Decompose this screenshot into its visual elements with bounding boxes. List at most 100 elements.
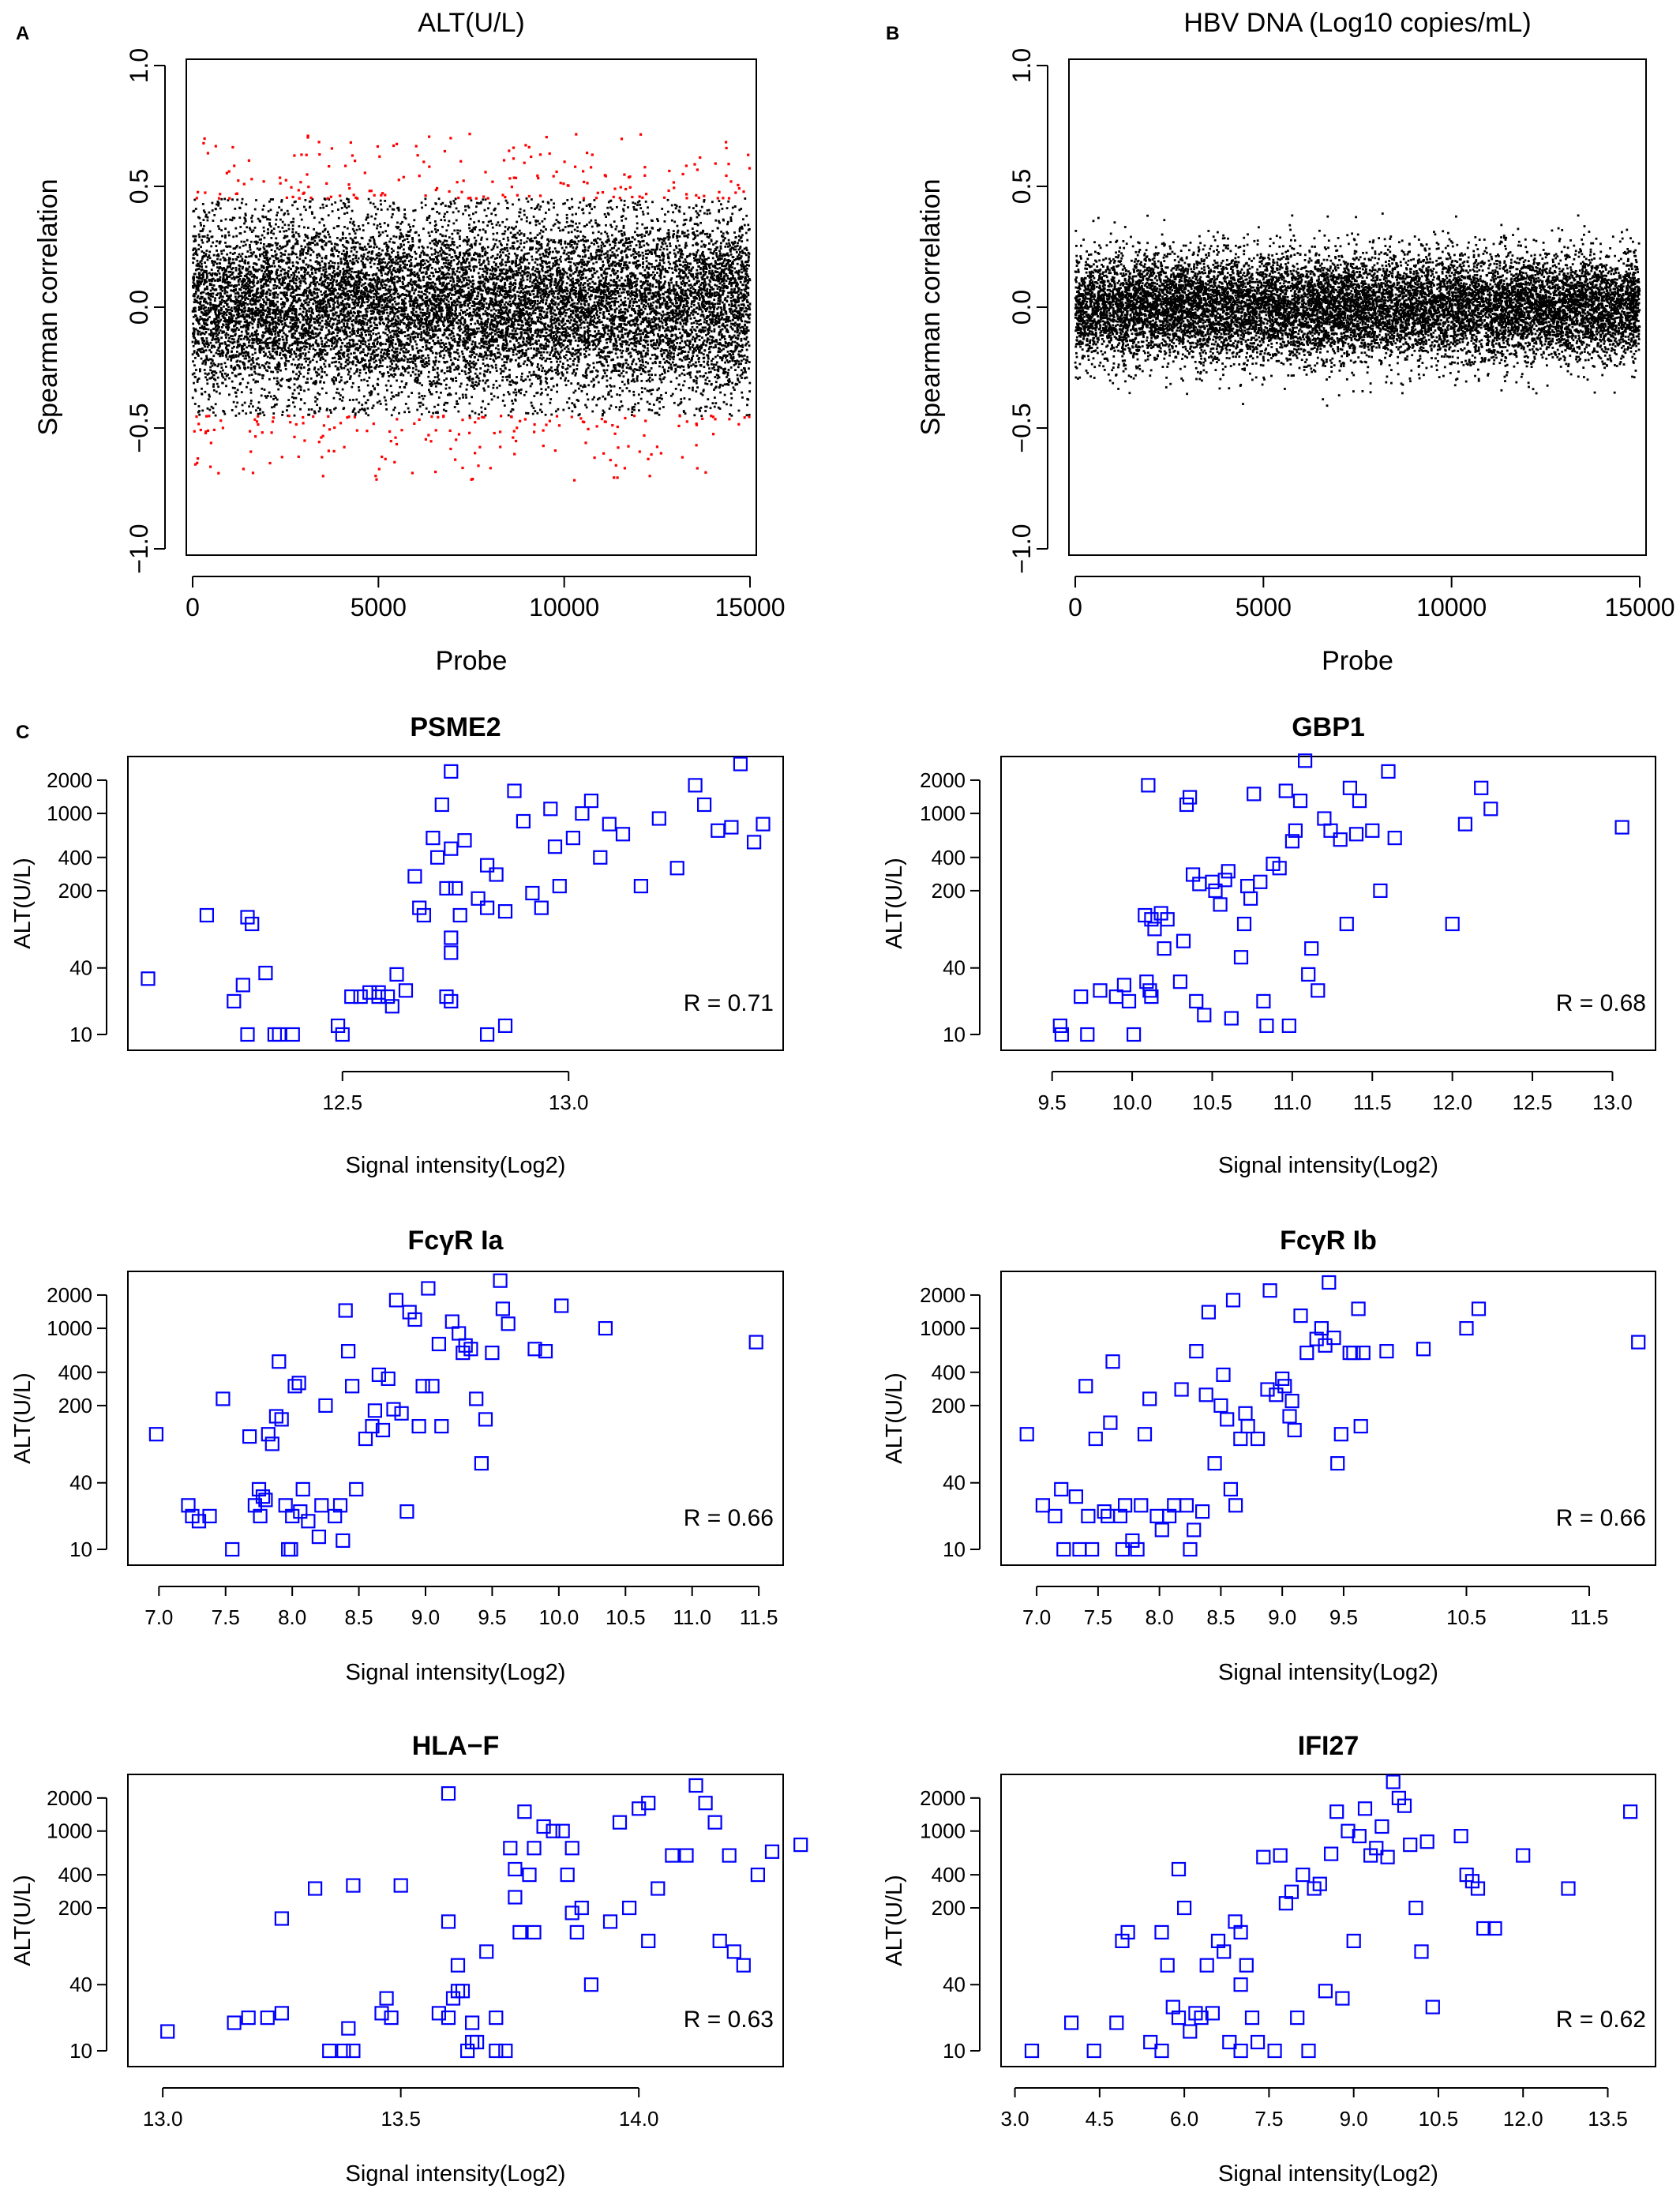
probe-point	[719, 252, 722, 255]
probe-point	[534, 276, 538, 279]
probe-point	[715, 361, 718, 364]
probe-point	[540, 403, 542, 406]
probe-point	[674, 345, 677, 348]
probe-point	[317, 314, 321, 317]
probe-point	[739, 326, 741, 329]
probe-point	[699, 272, 702, 274]
probe-point	[649, 305, 652, 307]
probe-point	[478, 220, 480, 223]
probe-point	[396, 323, 399, 325]
probe-point	[606, 255, 609, 258]
probe-point	[519, 350, 523, 353]
probe-point	[746, 404, 748, 407]
probe-point	[487, 403, 490, 406]
probe-point	[633, 334, 636, 337]
probe-point	[729, 366, 733, 369]
probe-point	[706, 212, 709, 216]
probe-point	[711, 257, 714, 260]
probe-point	[406, 238, 409, 240]
probe-point	[328, 322, 331, 325]
probe-point	[542, 356, 545, 359]
probe-point	[540, 229, 542, 232]
probe-point	[734, 369, 737, 371]
probe-point	[349, 310, 352, 313]
probe-point	[741, 349, 744, 351]
probe-point	[566, 371, 568, 374]
probe-point	[240, 286, 243, 289]
probe-point	[347, 353, 350, 356]
probe-point	[495, 357, 497, 360]
probe-point	[512, 391, 516, 394]
probe-point	[215, 316, 218, 319]
probe-point	[606, 361, 608, 363]
probe-point	[493, 325, 496, 329]
probe-point	[213, 346, 216, 348]
probe-point	[730, 342, 733, 345]
probe-point	[300, 328, 303, 330]
probe-point	[271, 254, 273, 257]
probe-point	[497, 309, 501, 312]
probe-point	[249, 411, 252, 414]
probe-point	[431, 258, 434, 261]
probe-point	[738, 287, 741, 290]
probe-point	[204, 361, 207, 364]
probe-point	[290, 253, 293, 256]
probe-point	[699, 323, 703, 325]
probe-point	[661, 287, 664, 290]
probe-point	[647, 344, 649, 346]
probe-point	[744, 231, 748, 235]
probe-point	[618, 312, 621, 314]
probe-point	[286, 350, 289, 352]
probe-point	[613, 272, 616, 276]
probe-point	[446, 317, 448, 321]
probe-point	[633, 344, 636, 347]
probe-point	[234, 251, 236, 254]
probe-point	[651, 318, 653, 321]
probe-point	[683, 346, 686, 349]
probe-point	[467, 276, 470, 279]
probe-point	[238, 283, 240, 286]
probe-point	[643, 328, 647, 330]
probe-point	[396, 251, 399, 254]
probe-point	[649, 274, 651, 277]
probe-point	[242, 296, 245, 299]
probe-point	[455, 304, 457, 307]
probe-point	[343, 366, 346, 370]
probe-point	[706, 362, 709, 365]
probe-point	[424, 284, 426, 287]
probe-point	[332, 254, 336, 257]
probe-point	[328, 233, 330, 236]
probe-point	[372, 332, 375, 335]
probe-point	[333, 356, 336, 359]
probe-point	[551, 370, 553, 373]
probe-point	[689, 272, 692, 276]
probe-point	[552, 312, 555, 315]
probe-point	[486, 287, 489, 291]
probe-point	[366, 329, 369, 332]
probe-point	[699, 296, 701, 299]
probe-point	[609, 302, 611, 304]
probe-point	[638, 342, 641, 345]
probe-point	[514, 318, 517, 321]
probe-point	[608, 355, 610, 358]
probe-point	[651, 248, 653, 251]
probe-point	[679, 296, 682, 299]
probe-point	[363, 368, 366, 370]
probe-point	[439, 233, 442, 236]
probe-point	[535, 240, 538, 243]
probe-point	[517, 312, 520, 314]
probe-point	[221, 355, 224, 357]
probe-point	[251, 214, 254, 217]
probe-point	[621, 351, 623, 355]
probe-point	[495, 380, 498, 382]
probe-point	[367, 414, 369, 417]
probe-point	[725, 285, 728, 287]
probe-point	[277, 361, 280, 364]
probe-point	[541, 316, 544, 318]
probe-point	[629, 355, 632, 359]
probe-point	[418, 256, 422, 258]
probe-point	[545, 313, 548, 316]
probe-point	[598, 280, 602, 282]
probe-point	[640, 387, 643, 389]
probe-point	[464, 205, 467, 208]
